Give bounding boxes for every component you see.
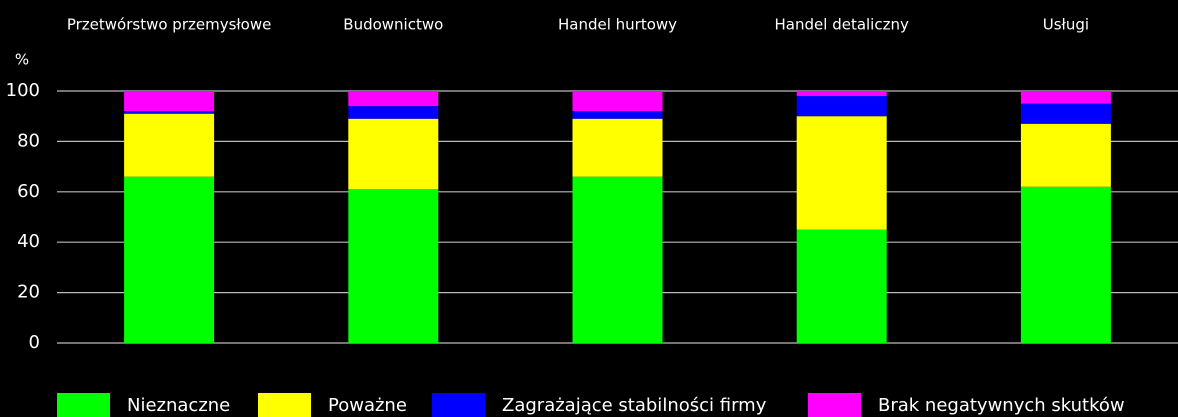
bar-segment xyxy=(796,96,887,117)
legend-label: Poważne xyxy=(328,395,407,416)
legend-swatch xyxy=(57,393,110,417)
y-tick-label: 60 xyxy=(17,181,40,202)
bar-segment xyxy=(124,113,215,177)
bar-segment xyxy=(572,111,663,119)
bar-segment xyxy=(1020,103,1111,124)
bar-segment xyxy=(796,91,887,97)
category-label: Handel detaliczny xyxy=(775,16,909,34)
bar-segment xyxy=(796,229,887,343)
legend-label: Brak negatywnych skutków xyxy=(878,395,1125,416)
bar-segment xyxy=(1020,186,1111,343)
bar-segment xyxy=(348,189,439,343)
y-axis-label: % xyxy=(15,51,29,69)
bar-segment xyxy=(124,111,215,114)
category-label: Budownictwo xyxy=(343,16,443,34)
y-tick-label: 80 xyxy=(17,130,40,151)
legend-label: Zagrażające stabilności firmy xyxy=(502,395,767,416)
bar-segment xyxy=(1020,91,1111,104)
y-tick-label: 20 xyxy=(17,282,40,303)
category-label: Usługi xyxy=(1043,16,1089,34)
legend-swatch xyxy=(808,393,861,417)
bar-segment xyxy=(572,176,663,343)
legend-swatch xyxy=(432,393,485,417)
bar-segment xyxy=(124,176,215,343)
bar-segment xyxy=(1020,123,1111,187)
legend-swatch xyxy=(258,393,311,417)
bar-segment xyxy=(572,91,663,112)
category-label: Przetwórstwo przemysłowe xyxy=(67,16,272,34)
bar-segment xyxy=(796,116,887,230)
bar-segment xyxy=(348,118,439,190)
bar-segment xyxy=(348,91,439,107)
y-tick-label: 0 xyxy=(29,332,40,353)
bar-segment xyxy=(124,91,215,112)
category-label: Handel hurtowy xyxy=(558,16,677,34)
bar-segment xyxy=(572,118,663,177)
y-tick-label: 100 xyxy=(6,80,40,101)
y-tick-label: 40 xyxy=(17,231,40,252)
bar-segment xyxy=(348,106,439,119)
legend-label: Nieznaczne xyxy=(127,395,230,416)
